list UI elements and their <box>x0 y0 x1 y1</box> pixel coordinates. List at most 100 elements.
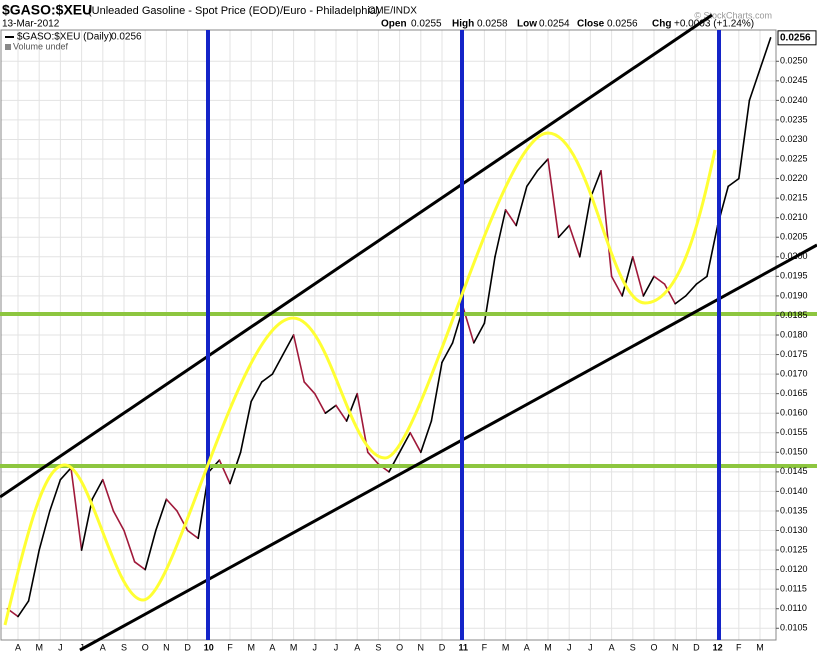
y-tick-label: 0.0150 <box>780 447 808 457</box>
price-segment <box>366 451 380 465</box>
price-segment <box>313 392 327 415</box>
y-tick-label: 0.0170 <box>780 368 808 378</box>
y-tick-label: 0.0175 <box>780 349 808 359</box>
chart-subtitle: (Unleaded Gasoline - Spot Price (EOD)/Eu… <box>88 5 380 17</box>
price-segment <box>653 275 666 285</box>
chart-title: $GASO:$XEU <box>2 2 92 18</box>
x-tick-label: 10 <box>204 642 214 652</box>
x-tick-label: A <box>15 642 21 652</box>
x-tick-label: J <box>567 642 572 652</box>
low-value: 0.0254 <box>539 19 570 30</box>
price-segment <box>589 169 602 199</box>
x-tick-label: 11 <box>458 642 468 652</box>
price-segment <box>335 404 348 422</box>
x-tick-label: J <box>588 642 593 652</box>
exchange: CME/INDX <box>368 6 417 17</box>
price-segment <box>494 209 507 258</box>
annotations <box>0 13 817 652</box>
y-tick-label: 0.0115 <box>780 584 807 594</box>
date: 13-Mar-2012 <box>2 19 60 30</box>
y-tick-label: 0.0165 <box>780 388 808 398</box>
price-segment <box>155 498 168 532</box>
x-tick-label: M <box>544 642 552 652</box>
legend-last-value: 0.0256 <box>111 32 142 43</box>
y-tick-label: 0.0190 <box>780 290 808 300</box>
x-tick-label: 12 <box>713 642 723 652</box>
x-tick-label: N <box>163 642 170 652</box>
price-segment <box>568 224 581 258</box>
price-segment <box>706 224 719 278</box>
y-tick-label: 0.0185 <box>780 310 808 320</box>
price-segment <box>70 467 83 551</box>
close-label: Close <box>577 19 605 30</box>
x-tick-label: A <box>100 642 106 652</box>
x-tick-label: F <box>736 642 742 652</box>
price-segment <box>430 361 443 422</box>
price-segment <box>176 510 189 532</box>
x-tick-label: M <box>247 642 255 652</box>
last-price-label: 0.0256 <box>780 32 811 43</box>
price-segment <box>282 334 295 356</box>
price-segment <box>610 275 624 297</box>
y-tick-label: 0.0195 <box>780 271 808 281</box>
x-tick-label: J <box>334 642 339 652</box>
x-tick-label: S <box>121 642 127 652</box>
price-segment <box>271 353 284 375</box>
y-tick-label: 0.0215 <box>780 193 808 203</box>
price-segment <box>441 342 454 364</box>
open-value: 0.0255 <box>411 19 442 30</box>
channel-line <box>0 13 713 499</box>
x-tick-label: N <box>418 642 425 652</box>
y-tick-label: 0.0130 <box>780 525 808 535</box>
price-segment <box>186 529 199 540</box>
price-segment <box>695 275 708 285</box>
x-tick-label: F <box>227 642 233 652</box>
price-segment <box>737 99 751 180</box>
price-segment <box>388 451 401 473</box>
price-segment <box>409 431 422 454</box>
x-tick-label: M <box>290 642 298 652</box>
grid <box>1 30 776 640</box>
x-tick-label: A <box>354 642 360 652</box>
price-segment <box>759 37 772 70</box>
price-segment <box>674 295 687 305</box>
y-tick-label: 0.0240 <box>780 95 808 105</box>
close-value: 0.0256 <box>607 19 638 30</box>
price-segment <box>631 255 645 297</box>
price-segment <box>165 498 178 512</box>
y-tick-label: 0.0105 <box>780 623 808 633</box>
price-segment <box>515 185 528 227</box>
y-tick-label: 0.0135 <box>780 505 808 515</box>
price-segment <box>144 529 157 571</box>
x-tick-label: O <box>142 642 149 652</box>
x-tick-label: O <box>650 642 657 652</box>
price-segment <box>260 373 274 383</box>
cycle-curve <box>3 131 717 626</box>
y-tick-label: 0.0245 <box>780 75 808 85</box>
y-tick-label: 0.0205 <box>780 232 808 242</box>
price-segment <box>600 169 613 278</box>
price-segment <box>59 467 72 481</box>
price-segment <box>133 560 146 571</box>
price-segment <box>557 224 571 239</box>
x-tick-label: A <box>269 642 275 652</box>
channel-line <box>79 243 817 652</box>
price-segment <box>536 158 549 172</box>
volume-icon <box>5 44 11 50</box>
price-segment <box>250 381 263 403</box>
price-segment <box>239 400 252 454</box>
x-tick-label: J <box>79 642 84 652</box>
x-tick-label: D <box>184 642 191 652</box>
price-segment <box>112 510 125 532</box>
price-segment <box>91 478 104 501</box>
low-label: Low <box>517 19 537 30</box>
axes: 0.0105 0.0110 0.0115 0.0120 0.0125 0.0130 0.01… <box>15 30 817 652</box>
y-tick-label: 0.0140 <box>780 486 808 496</box>
y-tick-label: 0.0220 <box>780 173 808 183</box>
volume-label: Volume undef <box>13 41 69 51</box>
y-tick-label: 0.0210 <box>780 212 808 222</box>
y-tick-label: 0.0230 <box>780 134 808 144</box>
y-tick-label: 0.0120 <box>780 564 808 574</box>
last-price-box <box>777 30 817 46</box>
